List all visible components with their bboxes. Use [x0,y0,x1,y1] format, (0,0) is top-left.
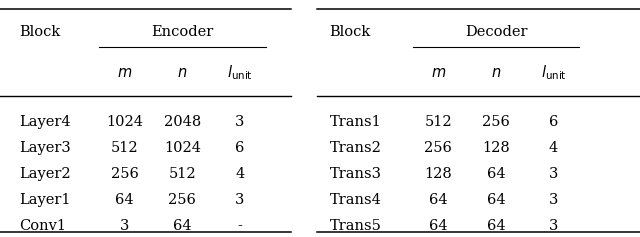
Text: 64: 64 [486,193,506,207]
Text: 3: 3 [236,193,244,207]
Text: Trans1: Trans1 [330,115,381,129]
Text: Trans3: Trans3 [330,167,381,181]
Text: $l_{\rm unit}$: $l_{\rm unit}$ [541,63,566,82]
Text: 256: 256 [482,115,510,129]
Text: 4: 4 [549,141,558,155]
Text: 6: 6 [236,141,244,155]
Text: 1024: 1024 [164,141,201,155]
Text: Layer1: Layer1 [19,193,70,207]
Text: -: - [237,219,243,233]
Text: Block: Block [330,25,371,39]
Text: 256: 256 [424,141,452,155]
Text: 64: 64 [429,193,448,207]
Text: 3: 3 [549,167,558,181]
Text: Decoder: Decoder [465,25,527,39]
Text: 64: 64 [486,167,506,181]
Text: 512: 512 [168,167,196,181]
Text: Trans5: Trans5 [330,219,381,233]
Text: 3: 3 [236,115,244,129]
Text: Trans4: Trans4 [330,193,381,207]
Text: $n$: $n$ [177,65,188,80]
Text: 128: 128 [482,141,510,155]
Text: Trans2: Trans2 [330,141,381,155]
Text: 64: 64 [429,219,448,233]
Text: 64: 64 [486,219,506,233]
Text: 256: 256 [111,167,139,181]
Text: 6: 6 [549,115,558,129]
Text: 3: 3 [120,219,129,233]
Text: 256: 256 [168,193,196,207]
Text: 2048: 2048 [164,115,201,129]
Text: Layer3: Layer3 [19,141,71,155]
Text: Encoder: Encoder [151,25,214,39]
Text: 3: 3 [549,193,558,207]
Text: 64: 64 [173,219,192,233]
Text: 512: 512 [111,141,139,155]
Text: $m$: $m$ [117,65,132,80]
Text: $l_{\rm unit}$: $l_{\rm unit}$ [227,63,253,82]
Text: 128: 128 [424,167,452,181]
Text: Layer4: Layer4 [19,115,71,129]
Text: Conv1: Conv1 [19,219,66,233]
Text: 3: 3 [549,219,558,233]
Text: 64: 64 [115,193,134,207]
Text: 512: 512 [424,115,452,129]
Text: 4: 4 [236,167,244,181]
Text: Layer2: Layer2 [19,167,71,181]
Text: Block: Block [19,25,60,39]
Text: $m$: $m$ [431,65,446,80]
Text: $n$: $n$ [491,65,501,80]
Text: 1024: 1024 [106,115,143,129]
